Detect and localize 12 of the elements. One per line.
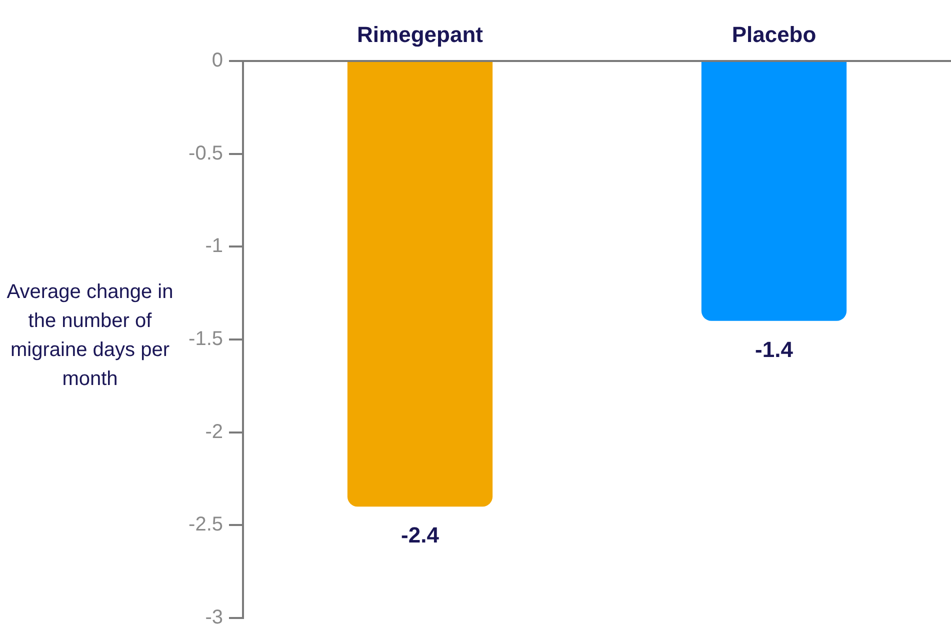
data-label: -2.4 — [401, 522, 440, 548]
y-tick-label: -3 — [205, 606, 223, 629]
x-tick-label: Rimegepant — [357, 22, 484, 47]
data-label: -1.4 — [755, 336, 794, 362]
y-tick-label: -0.5 — [188, 142, 223, 164]
y-axis-title: Average change in the number of migraine days per month — [6, 280, 174, 392]
y-tick-label: 0 — [212, 50, 223, 72]
x-tick-label: Placebo — [732, 22, 816, 47]
y-tick-label: -2.5 — [188, 514, 223, 536]
y-tick-label: -1 — [205, 235, 223, 258]
y-tick-label: -2 — [205, 420, 223, 443]
y-tick-label: -1.5 — [188, 328, 223, 350]
